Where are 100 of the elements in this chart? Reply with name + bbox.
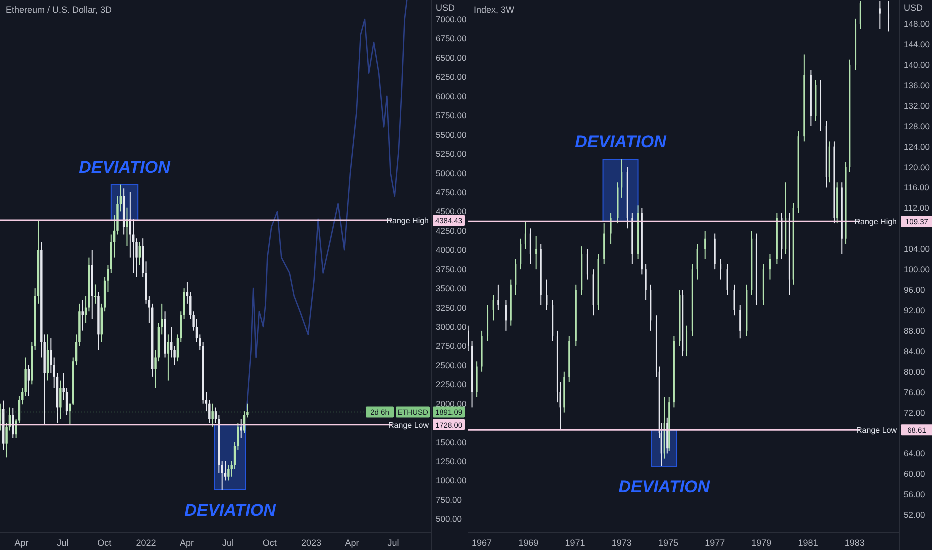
y-tick-label: 104.00 bbox=[904, 244, 930, 254]
y-tick-label: 4500.00 bbox=[436, 206, 467, 217]
x-tick-label: Apr bbox=[345, 538, 360, 548]
x-tick-label: 2022 bbox=[136, 538, 156, 548]
candlestick bbox=[0, 403, 2, 432]
band-label: DEVIATION bbox=[184, 500, 277, 520]
y-axis-title: USD bbox=[904, 3, 924, 13]
y-tick-label: 92.00 bbox=[904, 305, 926, 316]
candlestick bbox=[888, 0, 890, 32]
y-tick-label: 3500.00 bbox=[436, 284, 467, 294]
x-tick-label: 1969 bbox=[518, 538, 539, 548]
y-tick-label: 500.00 bbox=[436, 514, 462, 524]
candlestick bbox=[720, 258, 722, 280]
candlestick bbox=[769, 254, 771, 280]
y-tick-label: 148.00 bbox=[904, 19, 930, 30]
y-tick-label: 1500.00 bbox=[436, 437, 467, 448]
x-tick-label: Oct bbox=[98, 538, 112, 548]
y-tick-label: 4000.00 bbox=[436, 245, 467, 256]
y-tick-label: 6000.00 bbox=[436, 91, 467, 102]
x-tick-label: Apr bbox=[14, 538, 29, 548]
candlestick bbox=[60, 380, 62, 420]
y-tick-label: 60.00 bbox=[904, 469, 926, 480]
x-tick-label: 1967 bbox=[472, 538, 492, 548]
y-tick-label: 2500.00 bbox=[436, 360, 467, 370]
y-tick-label: 5250.00 bbox=[436, 149, 467, 160]
ref-line-label: Range Low bbox=[388, 420, 430, 430]
y-tick-label: 132.00 bbox=[904, 100, 930, 111]
y-tick-label: 5750.00 bbox=[436, 110, 467, 121]
y-tick-label: 750.00 bbox=[436, 494, 462, 505]
candlestick bbox=[546, 279, 548, 311]
y-tick-label: 136.00 bbox=[904, 80, 930, 90]
x-tick-label: Oct bbox=[262, 538, 278, 548]
candlestick bbox=[240, 418, 242, 439]
y-tick-label: 56.00 bbox=[904, 490, 926, 500]
candlestick bbox=[860, 0, 862, 30]
y-tick-label: 64.00 bbox=[904, 448, 926, 459]
y-tick-label: 4250.00 bbox=[436, 226, 467, 236]
candlestick bbox=[536, 236, 538, 270]
y-axis-title: USD bbox=[436, 3, 456, 13]
ref-line-label: Range High bbox=[386, 216, 429, 226]
y-tick-label: 124.00 bbox=[904, 142, 930, 152]
candlestick bbox=[530, 228, 532, 265]
y-tick-label: 1000.00 bbox=[436, 476, 467, 486]
candlestick bbox=[621, 159, 623, 198]
text: Ethereum / U.S. Dollar, 3D bbox=[6, 5, 113, 15]
x-tick-label: 1977 bbox=[705, 538, 726, 548]
candlestick bbox=[524, 221, 526, 250]
y-tick-label: 88.00 bbox=[904, 326, 926, 336]
x-tick-label: 1973 bbox=[612, 538, 632, 548]
x-tick-label: Jul bbox=[222, 538, 234, 548]
ref-line-label: Range High bbox=[854, 218, 897, 227]
x-tick-label: 1979 bbox=[752, 538, 772, 548]
band-label: DEVIATION bbox=[618, 478, 711, 497]
y-tick-label: 96.00 bbox=[904, 285, 926, 296]
y-tick-label: 116.00 bbox=[904, 182, 930, 193]
y-tick-label: 1250.00 bbox=[436, 456, 467, 467]
candlestick bbox=[520, 238, 522, 270]
candlestick bbox=[726, 264, 728, 296]
y-tick-label: 5500.00 bbox=[436, 130, 467, 140]
candlestick bbox=[586, 248, 588, 280]
y-tick-label: 4750.00 bbox=[436, 187, 467, 198]
y-tick-label: 84.00 bbox=[904, 346, 926, 356]
x-tick-label: 1981 bbox=[798, 538, 818, 548]
y-tick-label: 140.00 bbox=[904, 60, 930, 70]
y-tick-label: 112.00 bbox=[904, 203, 930, 214]
x-tick-label: Jul bbox=[57, 538, 69, 548]
candlestick bbox=[704, 230, 706, 260]
candlestick bbox=[46, 334, 50, 382]
y-tick-label: 76.00 bbox=[904, 387, 926, 398]
band-label: DEVIATION bbox=[79, 158, 172, 177]
candlestick bbox=[498, 284, 500, 311]
y-tick-label: 120.00 bbox=[904, 162, 930, 172]
candlestick bbox=[696, 243, 698, 280]
candlestick bbox=[879, 0, 881, 30]
candlestick bbox=[645, 264, 647, 301]
y-tick-label: 6750.00 bbox=[436, 34, 467, 44]
y-tick-label: 144.00 bbox=[904, 40, 930, 50]
y-tick-label: 7000.00 bbox=[436, 14, 467, 25]
band-label: DEVIATION bbox=[575, 132, 668, 152]
candlestick bbox=[82, 300, 84, 332]
y-tick-label: 3750.00 bbox=[436, 264, 467, 274]
x-tick-label: 1975 bbox=[658, 538, 678, 548]
x-tick-label: 1971 bbox=[565, 538, 586, 548]
candlestick bbox=[734, 284, 736, 316]
y-tick-label: 128.00 bbox=[904, 121, 930, 132]
candlestick bbox=[167, 334, 170, 382]
candlestick bbox=[515, 258, 517, 296]
x-tick-label: Jul bbox=[388, 538, 400, 548]
candlestick bbox=[138, 242, 142, 266]
candlestick bbox=[505, 300, 507, 332]
y-tick-label: 100.00 bbox=[904, 264, 930, 275]
candlestick bbox=[820, 80, 822, 132]
y-tick-label: 72.00 bbox=[904, 408, 926, 418]
candlestick bbox=[610, 212, 612, 244]
y-tick-label: 2000.00 bbox=[436, 398, 467, 409]
x-tick-label: 2023 bbox=[302, 538, 322, 548]
y-tick-label: 52.00 bbox=[904, 510, 926, 520]
y-tick-label: 6500.00 bbox=[436, 52, 467, 63]
y-tick-label: 80.00 bbox=[904, 366, 926, 377]
y-tick-label: 6250.00 bbox=[436, 72, 467, 82]
